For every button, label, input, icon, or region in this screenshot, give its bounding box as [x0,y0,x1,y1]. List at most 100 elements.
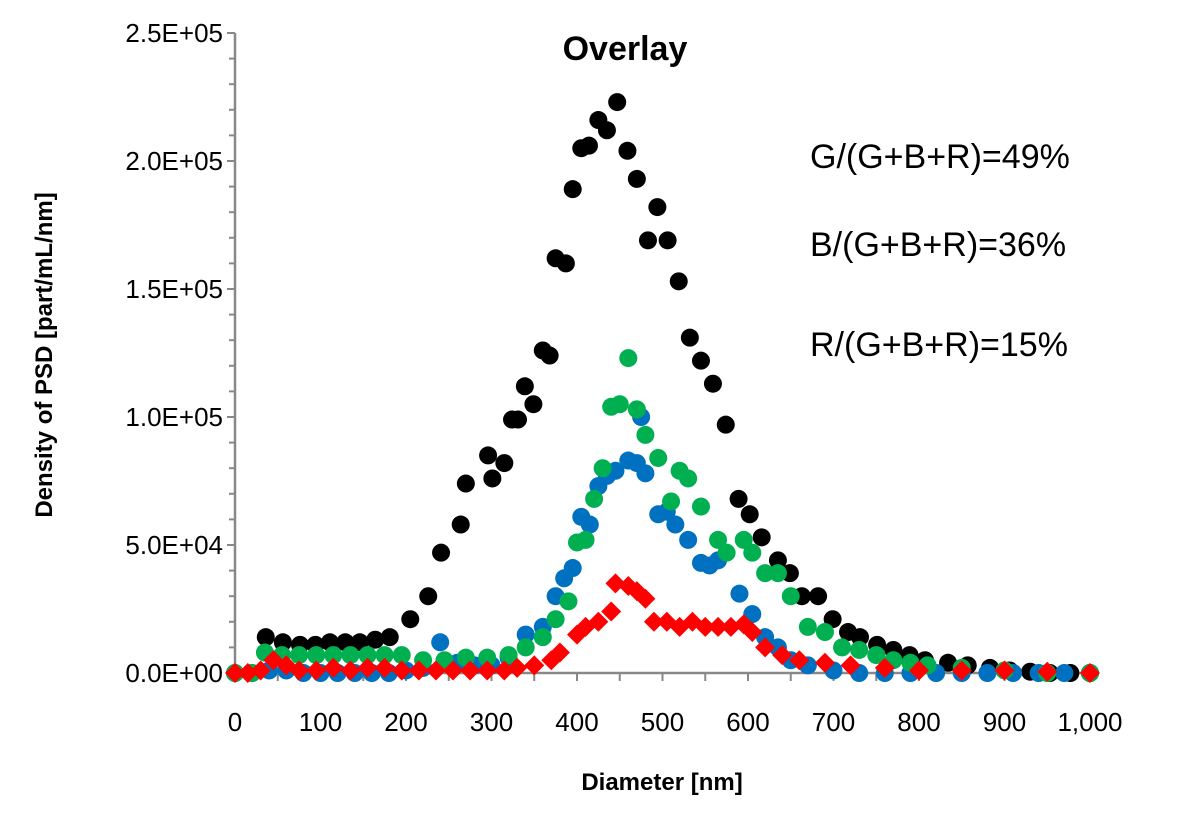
data-point [456,474,475,493]
data-point [323,657,344,678]
data-point [392,646,411,665]
data-point [951,660,972,681]
data-point [638,231,657,250]
data-point [730,584,749,603]
data-point [483,469,502,488]
chart-title: Overlay [563,30,688,68]
data-point [358,646,377,665]
data-point [703,374,722,393]
data-point [809,587,828,606]
x-tick-label: 500 [641,707,684,737]
data-point [627,400,646,419]
data-point [499,646,518,665]
data-point [772,645,793,666]
data-point [679,469,698,488]
data-point [627,169,646,188]
data-point [709,530,728,549]
x-tick-label: 600 [726,707,769,737]
x-tick-label: 100 [299,707,342,737]
data-point [643,611,664,632]
data-point [357,657,378,678]
data-point [324,646,343,665]
data-point [662,492,681,511]
data-point [540,346,559,365]
data-point [610,395,629,414]
x-tick-label: 400 [555,707,598,737]
data-point [601,601,622,622]
data-point [720,616,741,637]
data-point [851,628,870,647]
annotation-green-fraction: G/(G+B+R)=49% [810,138,1070,176]
data-point [789,650,810,671]
data-point [666,515,685,534]
data-point [524,655,545,676]
data-point [585,489,604,508]
y-tick-label: 2.0E+05 [125,146,223,176]
data-point [431,633,450,652]
data-point [563,180,582,199]
data-point [340,660,361,681]
y-tick-label: 0.0E+00 [125,658,223,688]
data-point [743,543,762,562]
data-point [546,610,565,629]
data-point [1055,664,1074,682]
data-point [798,617,817,636]
data-point [833,638,852,657]
data-point [768,551,787,570]
data-point [225,663,245,683]
data-point [432,543,451,562]
data-point [619,349,638,368]
data-point [636,464,655,483]
data-point [605,573,626,594]
data-point [708,616,729,637]
data-point [717,543,736,562]
x-tick-label: 0 [228,707,242,737]
data-point [273,633,292,652]
data-point [768,564,787,583]
data-point [679,530,698,549]
data-point [756,564,775,583]
data-point [477,660,498,681]
x-tick-label: 800 [897,707,940,737]
data-point [443,660,464,681]
data-point [408,660,429,681]
data-point [380,628,399,647]
data-point [994,660,1015,681]
data-point [524,395,543,414]
data-point [391,660,412,681]
data-point [648,198,667,217]
data-point [549,642,570,663]
series-0 [256,93,1099,682]
data-point [669,272,688,291]
data-point [755,637,776,658]
data-point [479,446,498,465]
data-point [237,663,258,683]
data-point [691,497,710,516]
data-point [425,660,446,681]
data-point [256,628,275,647]
x-tick-label: 700 [812,707,855,737]
data-point [250,660,271,681]
data-point [909,660,929,681]
data-point [366,630,385,649]
y-axis-title: Density of PSD [part/mL/nm] [31,192,58,517]
data-point [636,425,655,444]
data-point [289,660,310,681]
data-point [658,231,677,250]
data-point [451,515,470,534]
data-point [533,628,552,647]
data-point [1037,661,1058,682]
data-point [649,448,668,467]
y-tick-label: 5.0E+04 [125,530,223,560]
data-point [419,587,438,606]
data-point [867,646,886,665]
data-point [742,622,763,643]
data-point [507,657,528,678]
data-point [516,625,535,644]
data-point [495,454,514,473]
data-point [729,489,748,508]
data-points [225,93,1100,683]
data-point [716,415,735,434]
data-point [840,655,861,676]
